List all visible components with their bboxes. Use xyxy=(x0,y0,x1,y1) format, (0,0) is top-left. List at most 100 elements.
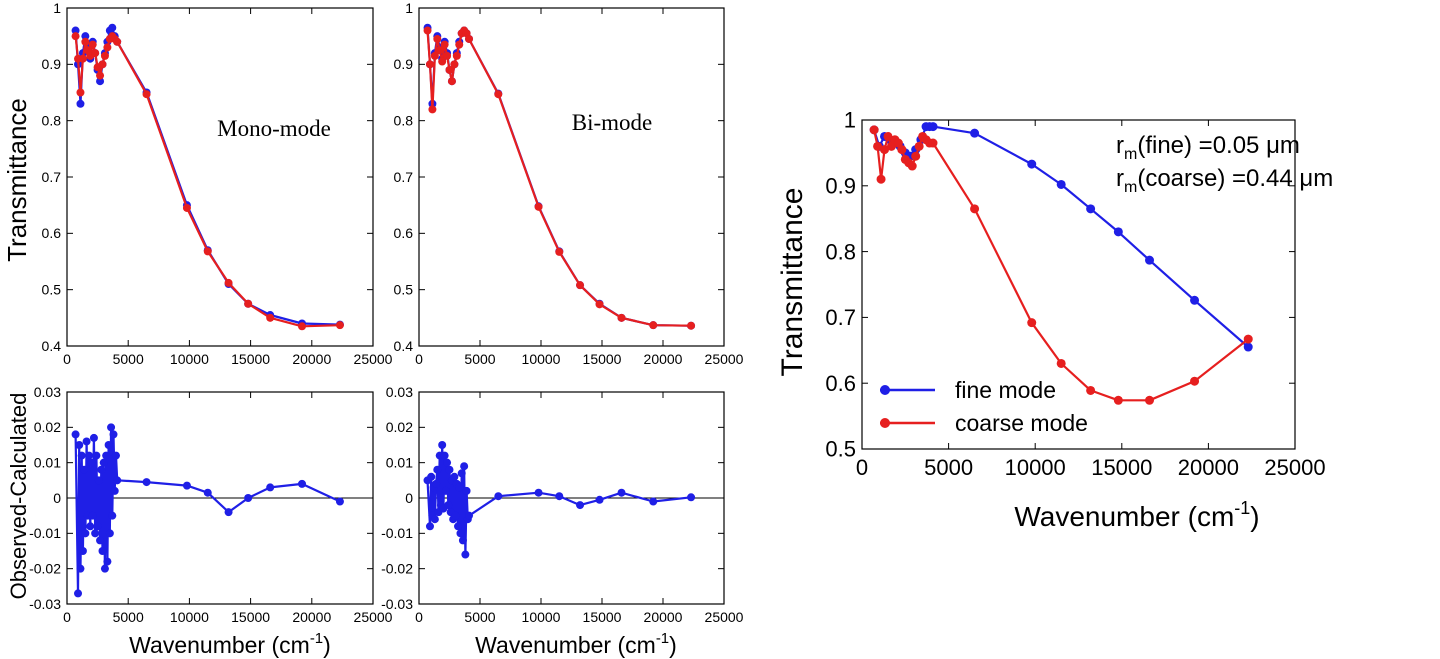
y-tick-label: 0.7 xyxy=(42,169,62,185)
y-tick-label: 0.7 xyxy=(825,305,856,330)
y-tick-label: 0.6 xyxy=(394,225,414,241)
data-point-residual xyxy=(433,465,442,474)
data-point-residual xyxy=(649,497,658,506)
y-tick-label: -0.03 xyxy=(29,596,61,612)
data-point-coarse-mode xyxy=(911,151,921,161)
x-tick-label: 5000 xyxy=(113,609,144,625)
data-point-residual xyxy=(534,488,543,497)
data-point-residual xyxy=(457,469,466,478)
data-point-residual xyxy=(85,451,94,460)
x-tick-label: 25000 xyxy=(705,609,744,625)
data-point-residual xyxy=(444,501,453,510)
data-point-coarse-mode xyxy=(1056,358,1066,368)
x-axis-label-mono: Wavenumber (cm-1) xyxy=(129,630,331,658)
y-tick-label: 0.7 xyxy=(394,169,414,185)
data-point-fine-mode xyxy=(1113,227,1123,237)
data-point-calculated xyxy=(445,65,454,74)
data-point-calculated xyxy=(617,313,626,322)
x-tick-label: 5000 xyxy=(924,455,973,480)
y-tick-label: 0.5 xyxy=(825,437,856,462)
data-point-coarse-mode xyxy=(970,204,980,214)
data-point-residual xyxy=(203,488,212,497)
data-point-residual xyxy=(335,497,344,506)
data-point-calculated xyxy=(440,40,449,49)
plot-frame xyxy=(66,7,374,347)
panel-fine-coarse-modes: 0 5000 10000 15000 20000 25000 0.5 0.6 0.7 0.8 0.9… xyxy=(825,108,1325,480)
data-point-calculated xyxy=(428,105,437,114)
data-point-residual xyxy=(462,486,471,495)
y-tick-label: 0.01 xyxy=(34,455,61,471)
y-tick-label: 1 xyxy=(405,0,413,16)
data-point-observed xyxy=(81,32,90,41)
data-point-observed xyxy=(108,23,117,32)
series-line-calculated xyxy=(426,29,692,327)
data-point-calculated xyxy=(443,51,452,60)
data-point-residual xyxy=(438,441,447,449)
x-tick-label: 15000 xyxy=(583,351,622,367)
data-point-residual xyxy=(494,492,503,501)
data-point-residual xyxy=(244,494,253,502)
data-point-calculated xyxy=(534,202,543,211)
y-tick-label: 0.02 xyxy=(34,419,61,435)
x-tick-label: 15000 xyxy=(1091,455,1152,480)
x-tick-label: 15000 xyxy=(231,351,270,367)
data-point-residual xyxy=(430,515,439,524)
data-point-residual xyxy=(102,451,111,460)
data-point-coarse-mode xyxy=(1113,395,1123,405)
data-point-residual xyxy=(298,479,307,488)
plot-frame xyxy=(861,119,1296,450)
x-tick-label: 20000 xyxy=(292,609,331,625)
y-tick-label: 0.6 xyxy=(825,371,856,396)
data-point-calculated xyxy=(450,60,459,69)
panel-title: Bi-mode xyxy=(572,110,653,135)
panel-bi-residual: 0 5000 10000 15000 20000 25000 -0.03 -0.02 -0.01… xyxy=(381,384,744,625)
data-point-calculated xyxy=(555,247,564,256)
x-tick-label: 0 xyxy=(856,455,868,480)
data-point-calculated xyxy=(452,51,461,60)
legend-label-fine-mode: fine mode xyxy=(955,377,1056,403)
x-tick-label: 10000 xyxy=(170,351,209,367)
data-point-residual xyxy=(440,451,449,460)
data-point-residual xyxy=(71,430,80,439)
x-axis-label-modes: Wavenumber (cm-1) xyxy=(1014,498,1259,532)
data-point-observed xyxy=(96,77,105,86)
x-tick-label: 20000 xyxy=(644,351,683,367)
x-tick-label: 20000 xyxy=(1178,455,1239,480)
data-point-calculated xyxy=(182,203,191,212)
y-tick-label: -0.02 xyxy=(29,561,61,577)
data-point-observed xyxy=(71,26,80,35)
x-tick-label: 25000 xyxy=(1264,455,1325,480)
data-point-coarse-mode xyxy=(907,161,917,171)
data-point-residual xyxy=(89,433,98,442)
data-point-calculated xyxy=(433,34,442,43)
data-point-residual xyxy=(432,479,441,488)
data-point-residual xyxy=(86,522,95,531)
y-tick-label: 0.5 xyxy=(394,282,414,298)
data-point-fine-mode xyxy=(1056,179,1066,189)
data-point-residual xyxy=(80,465,89,474)
data-point-calculated xyxy=(91,49,100,58)
data-point-residual xyxy=(93,522,102,531)
data-point-residual xyxy=(111,451,120,460)
data-point-coarse-mode xyxy=(1190,376,1200,386)
x-tick-label: 5000 xyxy=(113,351,144,367)
panel-mono-residual: 0 5000 10000 15000 20000 25000 -0.03 -0.02 -0.01… xyxy=(29,384,393,625)
legend-label-coarse-mode: coarse mode xyxy=(955,410,1088,436)
data-point-calculated xyxy=(298,322,307,331)
x-tick-label: 10000 xyxy=(522,351,561,367)
y-tick-label: 0.8 xyxy=(825,239,856,264)
data-point-coarse-mode xyxy=(1145,395,1155,405)
x-tick-label: 25000 xyxy=(354,609,393,625)
data-point-calculated xyxy=(103,43,112,52)
data-point-calculated xyxy=(335,321,344,330)
series-line-observed xyxy=(74,26,341,326)
data-point-residual xyxy=(458,536,467,545)
data-point-residual xyxy=(96,536,105,545)
data-point-calculated xyxy=(224,278,233,287)
x-tick-label: 15000 xyxy=(231,609,270,625)
data-point-residual xyxy=(595,495,604,504)
x-tick-label: 5000 xyxy=(464,351,495,367)
y-tick-label: 0 xyxy=(53,490,61,506)
y-tick-label: 0 xyxy=(405,490,413,506)
data-point-calculated xyxy=(203,247,212,256)
